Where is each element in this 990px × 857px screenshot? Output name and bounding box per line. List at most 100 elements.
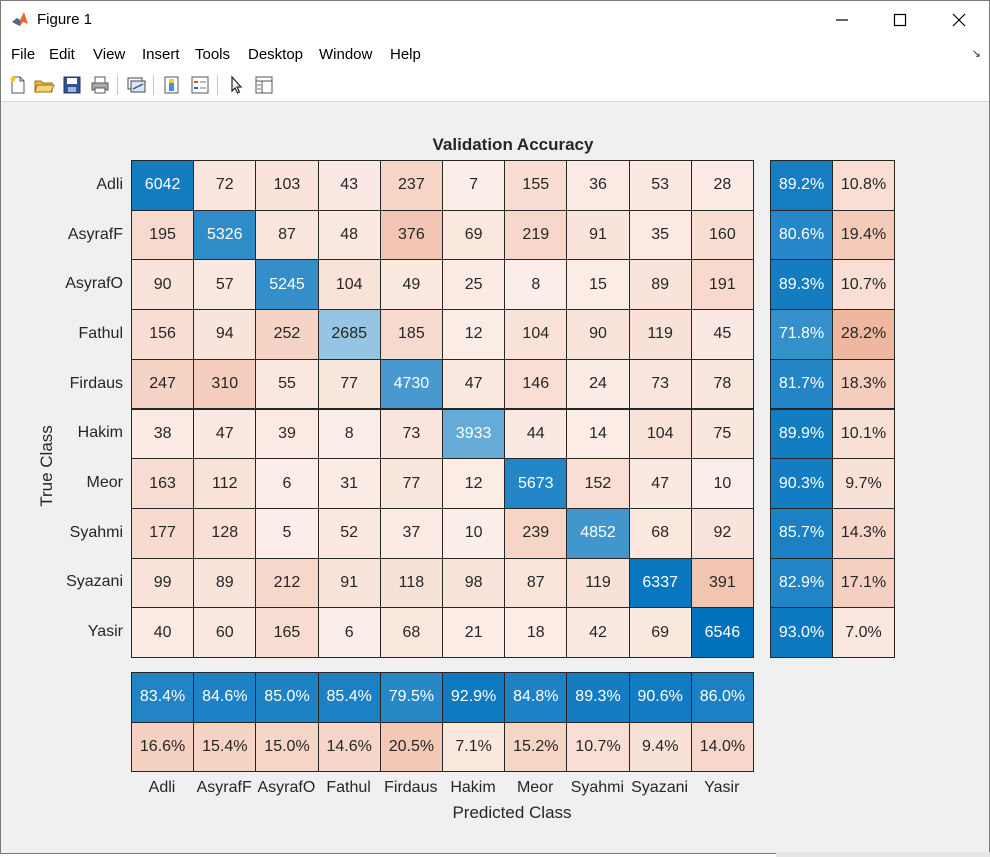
y-tick-label: Firdaus — [69, 374, 123, 392]
maximize-icon — [893, 13, 907, 27]
matrix-cell: 185 — [379, 309, 443, 360]
y-tick-label: Meor — [86, 474, 123, 492]
matrix-cell: 60 — [193, 607, 257, 658]
x-tick-label: Hakim — [450, 779, 496, 796]
matrix-cell: 118 — [379, 557, 443, 609]
figure-toolbar — [1, 69, 989, 102]
matrix-cell: 91 — [317, 557, 381, 609]
matrix-cell: 5245 — [255, 259, 319, 311]
matrix-cell: 47 — [628, 458, 692, 509]
matrix-cell: 310 — [193, 358, 257, 410]
menu-insert[interactable]: Insert — [142, 46, 180, 63]
property-inspector-icon[interactable] — [253, 74, 275, 96]
matrix-cell: 42 — [566, 607, 630, 658]
matrix-cell: 3933 — [442, 408, 506, 460]
matrix-cell: 103 — [255, 160, 319, 211]
row-summary-incorrect-cell: 10.8% — [832, 160, 895, 211]
matrix-cell: 77 — [379, 458, 443, 509]
link-plot-icon[interactable] — [125, 74, 147, 96]
column-summary-correct-cell: 90.6% — [628, 672, 692, 723]
figure-canvas: Validation Accuracy 6042 72 103 43 237 7 155 36… — [1, 102, 989, 853]
matrix-cell: 5326 — [193, 209, 257, 261]
matrix-cell: 21 — [442, 607, 506, 658]
dock-arrow-icon[interactable]: ↘ — [971, 48, 981, 60]
matrix-cell: 99 — [131, 557, 195, 609]
matrix-cell: 6337 — [628, 557, 692, 609]
matrix-cell: 55 — [255, 358, 319, 410]
column-summary-incorrect-cell: 10.7% — [566, 721, 630, 773]
row-summary-correct-cell: 89.3% — [770, 259, 833, 311]
row-summary-incorrect-cell: 10.1% — [832, 408, 895, 460]
menu-edit[interactable]: Edit — [49, 46, 75, 63]
matrix-cell: 15 — [566, 259, 630, 311]
matrix-cell: 8 — [504, 259, 568, 311]
matrix-cell: 47 — [193, 408, 257, 460]
matrix-cell: 53 — [628, 160, 692, 211]
matrix-cell: 48 — [317, 209, 381, 261]
matrix-cell: 212 — [255, 557, 319, 609]
matrix-cell: 247 — [131, 358, 195, 410]
matrix-cell: 6 — [317, 607, 381, 658]
matrix-cell: 89 — [628, 259, 692, 311]
y-tick-label: Adli — [96, 175, 123, 193]
matrix-cell: 2685 — [317, 309, 381, 360]
insert-legend-icon[interactable] — [189, 74, 211, 96]
y-tick-label: Yasir — [87, 623, 123, 641]
edit-plot-icon[interactable] — [225, 74, 247, 96]
matrix-cell: 10 — [690, 458, 754, 509]
y-tick-label: AsyrafO — [65, 275, 123, 293]
matrix-cell: 112 — [193, 458, 257, 509]
matrix-cell: 98 — [442, 557, 506, 609]
x-tick-label: Adli — [148, 779, 176, 796]
matrix-cell: 12 — [442, 309, 506, 360]
menu-file[interactable]: File — [11, 46, 36, 63]
matrix-cell: 6042 — [131, 160, 195, 211]
matrix-cell: 73 — [628, 358, 692, 410]
save-icon[interactable] — [61, 74, 83, 96]
row-summary-incorrect-cell: 9.7% — [832, 458, 895, 509]
matrix-cell: 14 — [566, 408, 630, 460]
column-summary-incorrect-cell: 15.4% — [193, 721, 257, 773]
y-axis-label: True Class — [37, 425, 56, 507]
minimize-icon — [836, 19, 848, 21]
column-summary-correct-cell: 84.8% — [504, 672, 568, 723]
maximize-button[interactable] — [871, 1, 929, 39]
open-file-icon[interactable] — [33, 74, 55, 96]
matrix-cell: 119 — [566, 557, 630, 609]
column-summary-incorrect-cell: 7.1% — [442, 721, 506, 773]
matrix-cell: 152 — [566, 458, 630, 509]
matrix-cell: 43 — [317, 160, 381, 211]
menu-tools[interactable]: Tools — [195, 46, 231, 63]
matrix-cell: 45 — [690, 309, 754, 360]
matrix-cell: 165 — [255, 607, 319, 658]
row-summary-incorrect-cell: 10.7% — [832, 259, 895, 311]
y-tick-label: Syahmi — [69, 523, 123, 541]
print-icon[interactable] — [89, 74, 111, 96]
column-summary-incorrect-cell: 20.5% — [379, 721, 443, 773]
x-tick-label: Yasir — [704, 779, 740, 796]
minimize-button[interactable] — [813, 1, 871, 39]
matrix-cell: 376 — [379, 209, 443, 261]
matrix-cell: 91 — [566, 209, 630, 261]
menu-view[interactable]: View — [93, 46, 126, 63]
insert-colorbar-icon[interactable] — [161, 74, 183, 96]
row-summary-incorrect-cell: 7.0% — [832, 607, 895, 658]
background-window-peek — [776, 852, 990, 857]
chart-title: Validation Accuracy — [432, 135, 594, 154]
matrix-cell: 78 — [690, 358, 754, 410]
matlab-logo-icon — [11, 10, 29, 28]
matrix-cell: 68 — [379, 607, 443, 658]
close-button[interactable] — [930, 1, 988, 39]
menu-window[interactable]: Window — [319, 46, 373, 63]
matrix-cell: 5673 — [504, 458, 568, 509]
column-summary-correct-cell: 84.6% — [193, 672, 257, 723]
menu-desktop[interactable]: Desktop — [248, 46, 304, 63]
column-summary-correct-cell: 79.5% — [379, 672, 443, 723]
matrix-cell: 52 — [317, 507, 381, 559]
new-figure-icon[interactable] — [7, 74, 29, 96]
matrix-cell: 90 — [131, 259, 195, 311]
row-summary-correct-cell: 80.6% — [770, 209, 833, 261]
menu-help[interactable]: Help — [390, 46, 421, 63]
matrix-cell: 12 — [442, 458, 506, 509]
matrix-cell: 90 — [566, 309, 630, 360]
